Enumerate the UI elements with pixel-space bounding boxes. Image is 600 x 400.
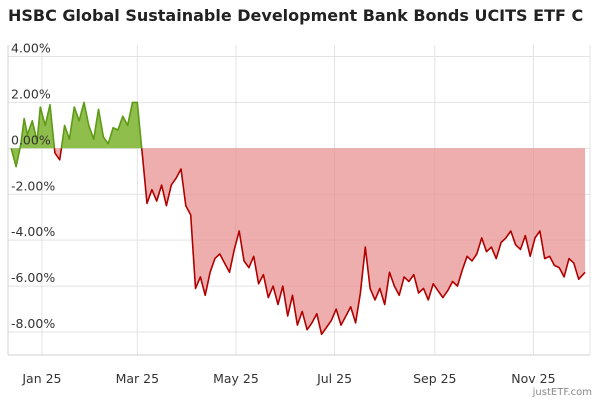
y-axis-ticks: 4.00% 2.00% 0.00% -2.00% -4.00% -6.00% -8.00% (11, 40, 55, 331)
series-line-positive (10, 148, 21, 168)
x-axis-ticks: Jan 25 Mar 25 May 25 Jul 25 Sep 25 Nov 25 (21, 371, 555, 386)
y-tick-label: -8.00% (11, 316, 55, 331)
series-line-negative (140, 148, 586, 336)
x-tick-label: Sep 25 (413, 371, 456, 386)
x-tick-label: Jan 25 (21, 371, 61, 386)
x-tick-label: Jul 25 (316, 371, 352, 386)
area-positive (20, 104, 55, 149)
y-tick-label: -4.00% (11, 224, 55, 239)
y-tick-label: 2.00% (11, 86, 51, 101)
series-line-positive (60, 101, 143, 149)
y-tick-label: 0.00% (11, 132, 51, 147)
area-negative (141, 148, 586, 335)
y-tick-label: 4.00% (11, 40, 51, 55)
series-line-positive (19, 103, 56, 149)
source-credit: justETF.com (532, 387, 592, 398)
plot-area (10, 101, 586, 336)
series-line-negative (53, 148, 63, 161)
chart-title: HSBC Global Sustainable Development Bank… (8, 6, 584, 25)
y-tick-label: -6.00% (11, 270, 55, 285)
y-tick-label: -2.00% (11, 178, 55, 193)
x-tick-label: Mar 25 (116, 371, 159, 386)
x-tick-label: May 25 (213, 371, 259, 386)
area-positive (11, 148, 20, 167)
x-tick-label: Nov 25 (511, 371, 555, 386)
